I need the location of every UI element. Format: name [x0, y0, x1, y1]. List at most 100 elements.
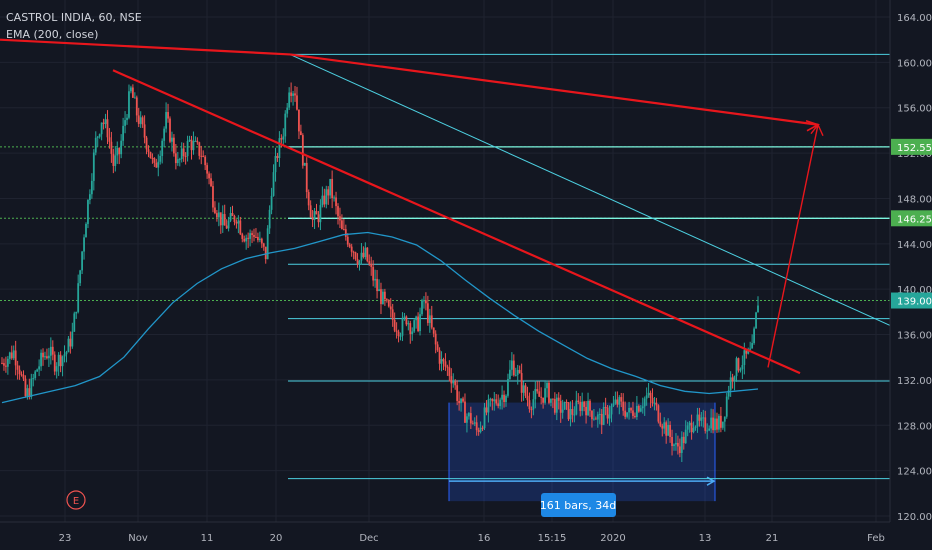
- candle-body-382: [747, 349, 750, 354]
- candle-body-364: [712, 417, 714, 431]
- candle-body-33: [65, 352, 68, 355]
- candle-body-9: [18, 369, 21, 375]
- candle-body-252: [493, 399, 496, 402]
- candle-body-232: [454, 381, 457, 386]
- range-measure-box: [449, 402, 715, 502]
- candle-body-278: [544, 388, 546, 403]
- x-tick-label-9: 21: [766, 533, 779, 544]
- candle-body-228: [446, 366, 449, 368]
- candle-body-25: [49, 346, 52, 356]
- candle-body-101: [198, 142, 201, 156]
- candle-body-303: [593, 418, 595, 420]
- candle-body-329: [643, 398, 646, 407]
- candle-body-110: [215, 213, 218, 218]
- candle-body-32: [63, 354, 66, 357]
- candle-body-348: [680, 436, 683, 453]
- candles: [1, 82, 759, 463]
- candle-body-301: [589, 400, 591, 411]
- candle-body-220: [430, 315, 433, 328]
- candle-body-165: [323, 195, 326, 205]
- candle-body-385: [753, 328, 755, 344]
- x-tick-label-7: 2020: [600, 533, 625, 544]
- price-label-box-1: [891, 210, 932, 227]
- candle-body-271: [530, 409, 533, 411]
- candle-body-100: [196, 140, 199, 143]
- candle-body-371: [725, 396, 728, 417]
- candle-body-194: [380, 289, 382, 305]
- candle-body-307: [600, 413, 603, 425]
- candle-body-111: [217, 212, 220, 218]
- candle-body-108: [212, 186, 214, 208]
- price-label-2: 139.00: [897, 297, 932, 308]
- candle-body-197: [385, 299, 388, 301]
- y-tick-label-4: 136.00: [897, 331, 932, 342]
- candle-body-346: [677, 442, 679, 447]
- candle-body-140: [274, 155, 277, 173]
- candle-body-205: [401, 317, 404, 336]
- trend-line-1: [289, 53, 819, 126]
- candle-body-189: [370, 264, 373, 267]
- candle-body-74: [145, 137, 148, 150]
- candle-body-338: [661, 425, 664, 429]
- candle-body-97: [190, 139, 193, 151]
- candle-body-26: [51, 346, 54, 355]
- candle-body-176: [344, 229, 347, 237]
- candle-body-223: [436, 344, 439, 351]
- candle-body-131: [257, 236, 259, 241]
- candle-body-128: [251, 233, 253, 236]
- candle-body-54: [106, 119, 109, 138]
- candle-body-359: [702, 417, 705, 419]
- candle-body-154: [301, 135, 304, 166]
- candle-body-337: [659, 421, 662, 426]
- candle-body-129: [253, 235, 255, 237]
- candle-body-268: [524, 385, 527, 396]
- candle-body-123: [241, 234, 244, 239]
- candle-body-17: [34, 371, 37, 379]
- candle-body-241: [471, 423, 474, 425]
- candle-body-181: [354, 252, 357, 260]
- candle-body-169: [331, 178, 334, 199]
- candle-body-5: [10, 352, 13, 359]
- candle-body-251: [491, 398, 494, 402]
- candle-body-35: [69, 338, 72, 347]
- candle-body-57: [112, 153, 115, 166]
- candle-body-315: [616, 399, 619, 405]
- candle-body-342: [669, 424, 671, 437]
- candle-body-72: [141, 117, 144, 125]
- candle-body-16: [32, 378, 35, 380]
- candle-body-198: [387, 300, 390, 307]
- candle-body-139: [272, 172, 275, 196]
- candle-body-298: [583, 401, 586, 407]
- candle-body-219: [428, 315, 431, 323]
- candle-body-201: [393, 319, 396, 331]
- candle-body-121: [237, 220, 240, 224]
- time-axis-background: [0, 522, 932, 550]
- candle-body-213: [417, 316, 419, 332]
- candle-body-79: [155, 162, 158, 168]
- candle-body-310: [606, 407, 609, 419]
- candle-body-67: [131, 87, 134, 98]
- candle-body-75: [147, 149, 150, 152]
- candle-body-133: [260, 238, 263, 244]
- y-tick-label-7: 148.00: [897, 194, 932, 205]
- candle-body-109: [214, 207, 216, 214]
- candle-body-284: [555, 397, 558, 413]
- candle-body-147: [288, 92, 291, 108]
- events-badge-circle: [66, 490, 86, 510]
- candle-body-246: [481, 427, 484, 429]
- candle-body-152: [298, 109, 300, 132]
- candle-body-31: [61, 356, 64, 367]
- range-measure-label: 161 bars, 34d: [540, 499, 616, 512]
- candle-body-192: [376, 278, 378, 292]
- candle-body-28: [55, 366, 58, 372]
- candle-body-87: [171, 137, 173, 142]
- price-label-box-2: [891, 292, 932, 309]
- candle-body-222: [434, 333, 437, 345]
- candle-body-380: [743, 350, 746, 366]
- candle-body-168: [329, 178, 332, 196]
- candle-body-113: [221, 214, 224, 226]
- candle-body-323: [632, 410, 634, 416]
- candle-body-305: [596, 414, 599, 420]
